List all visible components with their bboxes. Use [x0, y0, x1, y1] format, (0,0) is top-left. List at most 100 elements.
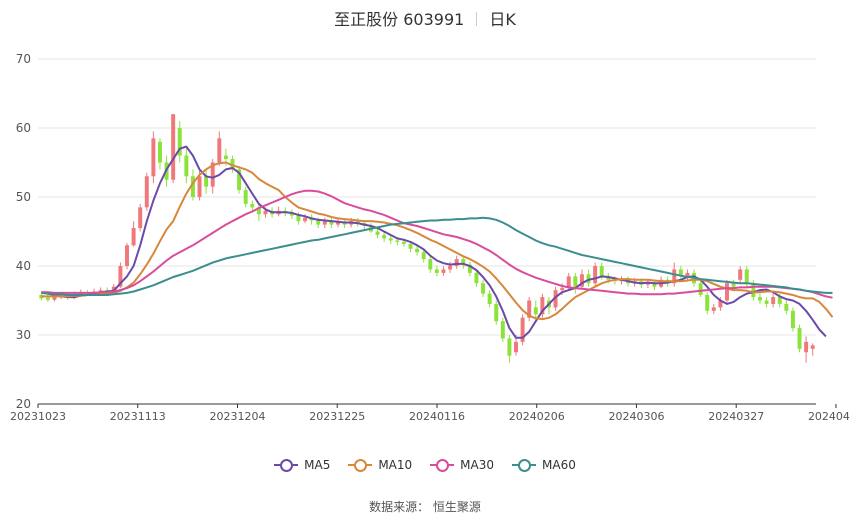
candle-body	[296, 215, 301, 222]
period-label: 日K	[489, 10, 516, 29]
x-tick-label: 20231023	[10, 410, 66, 423]
candle-body	[593, 266, 598, 284]
stock-name: 至正股份 603991	[334, 10, 465, 29]
legend-marker-ma10	[348, 459, 373, 472]
y-tick-label: 20	[16, 397, 31, 411]
legend-marker-ma5	[274, 459, 299, 472]
ma60-line	[41, 216, 833, 296]
candle-body	[725, 283, 729, 301]
title-divider	[476, 12, 478, 26]
candle-body	[738, 269, 743, 280]
legend-label-ma60: MA60	[542, 458, 576, 472]
x-tick-label: 20240206	[509, 410, 565, 423]
candle-body	[448, 266, 453, 270]
candle-body	[401, 241, 406, 244]
candle-body	[500, 321, 505, 339]
y-tick-label: 30	[16, 328, 31, 342]
candle-body	[606, 276, 611, 280]
candle-body	[718, 300, 723, 308]
candle-body	[731, 283, 736, 287]
candle-body	[533, 307, 538, 315]
candle-body	[256, 207, 261, 215]
legend-item-ma60[interactable]: MA60	[512, 458, 576, 472]
x-tick-label: 20240116	[409, 410, 465, 423]
candle-body	[118, 266, 123, 287]
candle-body	[237, 169, 242, 191]
candle-body	[98, 290, 103, 292]
candle-body	[678, 269, 683, 277]
candle-body	[415, 248, 420, 253]
candle-body	[520, 317, 525, 342]
candle-body	[131, 228, 136, 246]
chart-legend: MA5 MA10 MA30 MA60	[0, 458, 850, 472]
candle-body	[474, 272, 479, 284]
candle-body	[685, 272, 690, 277]
candle-body	[428, 259, 433, 270]
candle-body	[487, 293, 492, 304]
y-tick-label: 40	[16, 259, 31, 273]
candle-body	[171, 114, 176, 180]
candle-body	[355, 221, 360, 224]
candle-body	[125, 245, 129, 266]
candle-body	[303, 217, 308, 222]
candle-body	[540, 297, 545, 315]
legend-item-ma30[interactable]: MA30	[430, 458, 494, 472]
legend-item-ma10[interactable]: MA10	[348, 458, 412, 472]
candle-body	[316, 220, 321, 225]
candle-body	[527, 300, 532, 318]
candle-body	[336, 221, 340, 225]
candle-body	[388, 238, 393, 241]
candle-body	[39, 294, 44, 299]
legend-label-ma30: MA30	[460, 458, 495, 472]
candle-body	[217, 138, 222, 163]
ma30-line	[41, 189, 833, 299]
chart-title: 至正股份 603991 日K	[0, 6, 850, 30]
candle-body	[138, 207, 143, 229]
candle-body	[52, 297, 57, 300]
candle-body	[184, 155, 189, 177]
candle-body	[599, 266, 604, 277]
legend-marker-ma30	[430, 459, 455, 472]
candle-body	[751, 283, 756, 298]
candle-body	[461, 259, 466, 265]
legend-marker-ma60	[512, 459, 537, 472]
candle-body	[190, 176, 195, 197]
candle-body	[573, 276, 578, 287]
candle-body	[243, 190, 248, 204]
candle-body	[764, 300, 769, 304]
candle-body	[698, 283, 703, 295]
candle-body	[777, 297, 782, 304]
candlestick-chart: 20 30 40 50 60 70 20231023 20231113 20231204 2023…	[10, 52, 850, 423]
candle-body	[711, 307, 716, 311]
legend-label-ma10: MA10	[378, 458, 413, 472]
candle-body	[434, 269, 439, 273]
candle-body	[672, 269, 677, 284]
candle-body	[804, 341, 809, 353]
legend-label-ma5: MA5	[304, 458, 331, 472]
candle-body	[481, 283, 486, 294]
candle-body	[579, 274, 584, 287]
candle-body	[560, 288, 565, 291]
candle-body	[705, 294, 710, 311]
data-source: 数据来源： 恒生聚源	[369, 500, 481, 514]
legend-item-ma5[interactable]: MA5	[274, 458, 330, 472]
candle-body	[151, 138, 156, 177]
candle-body	[382, 234, 387, 239]
candle-body	[507, 338, 512, 356]
candle-body	[204, 176, 209, 187]
candle-body	[329, 221, 334, 225]
candle-body	[45, 297, 50, 300]
y-tick-label: 60	[16, 121, 31, 135]
candle-body	[797, 328, 802, 349]
candle-body	[395, 240, 400, 242]
candle-body	[250, 203, 255, 208]
candle-body	[177, 128, 182, 156]
x-tick-label: 20240418	[808, 410, 850, 423]
y-tick-label: 70	[16, 52, 31, 66]
candle-body	[744, 269, 749, 284]
x-tick-label: 20240306	[608, 410, 664, 423]
candle-body	[197, 176, 202, 197]
x-tick-label: 20231225	[309, 410, 365, 423]
candle-body	[467, 264, 472, 273]
candle-body	[790, 310, 795, 329]
